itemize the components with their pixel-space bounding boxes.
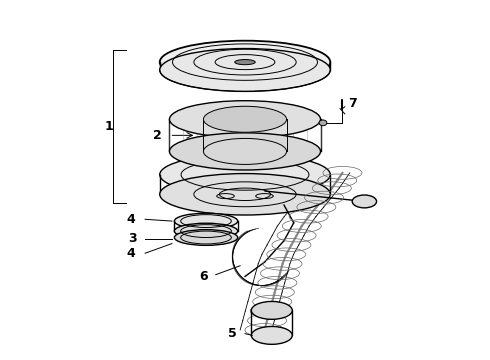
Text: 3: 3 [129, 233, 137, 246]
Text: 4: 4 [126, 213, 135, 226]
Ellipse shape [160, 49, 330, 91]
Text: 7: 7 [348, 97, 357, 110]
Text: 4: 4 [126, 247, 135, 260]
Ellipse shape [160, 154, 330, 195]
Ellipse shape [352, 195, 376, 208]
Ellipse shape [170, 101, 320, 138]
Ellipse shape [174, 223, 238, 239]
Ellipse shape [319, 120, 327, 126]
Ellipse shape [160, 174, 330, 215]
Ellipse shape [174, 230, 238, 246]
Text: 6: 6 [199, 270, 208, 283]
Ellipse shape [251, 327, 292, 344]
Ellipse shape [160, 41, 330, 84]
Ellipse shape [170, 133, 320, 170]
Ellipse shape [203, 106, 287, 132]
Ellipse shape [235, 59, 255, 65]
Ellipse shape [174, 213, 238, 229]
Ellipse shape [251, 301, 292, 319]
Text: 1: 1 [104, 120, 113, 133]
Text: 2: 2 [153, 129, 162, 142]
Text: 5: 5 [228, 327, 237, 340]
